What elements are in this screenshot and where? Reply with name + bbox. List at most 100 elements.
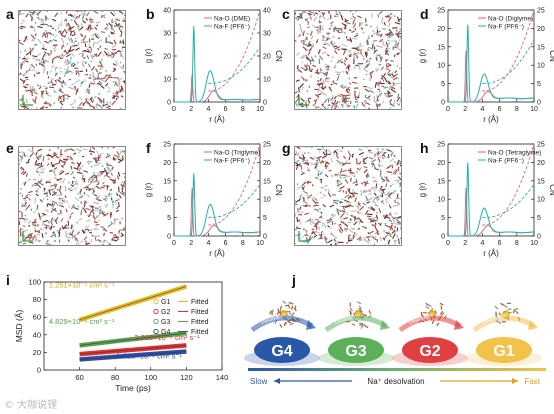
solvent-molecule [514, 307, 519, 311]
molecule-bond [117, 77, 123, 82]
atom [353, 105, 356, 108]
molecule-bond [82, 35, 87, 41]
molecule-bond [111, 166, 114, 170]
molecule-bond [296, 216, 299, 223]
molecule-bond [92, 72, 95, 78]
molecule-bond [47, 53, 51, 56]
molecule-bond [371, 162, 375, 166]
molecule-bond [339, 201, 342, 204]
molecule-bond [123, 150, 125, 153]
molecule-bond [351, 81, 358, 84]
panel-label-h: h [420, 140, 429, 156]
molecule-bond [363, 169, 368, 174]
molecule-bond [105, 155, 110, 159]
molecule-bond [111, 237, 114, 240]
molecule-bond [352, 15, 357, 20]
molecule-bond [107, 105, 111, 108]
molecule-bond [377, 222, 381, 226]
x-tick-label: 2 [189, 106, 193, 113]
solvent-molecule [289, 322, 294, 326]
molecule-bond [86, 88, 89, 91]
atom [378, 105, 381, 108]
molecule-bond [99, 67, 102, 71]
molecule-bond [120, 180, 124, 184]
molecule-bond [376, 30, 381, 34]
molecule-bond [344, 57, 348, 61]
molecule-bond [79, 192, 82, 196]
molecule-bond [38, 165, 44, 169]
plot-frame [43, 281, 223, 371]
molecule-bond [36, 53, 42, 57]
molecule-bond [112, 81, 118, 83]
atom [320, 172, 323, 175]
atom [297, 159, 300, 162]
molecule-bond [25, 51, 31, 56]
molecule-bond [304, 68, 309, 72]
molecule-bond [308, 12, 312, 16]
molecule-bond [100, 14, 103, 19]
molecule-bond [100, 31, 106, 34]
atom [97, 104, 100, 107]
molecule-bond [379, 175, 384, 180]
molecule-bond [388, 219, 393, 223]
atom [329, 217, 332, 220]
molecule-bond [308, 40, 311, 46]
molecule-bond [312, 104, 315, 107]
legend-label-g3: G3 [161, 319, 170, 326]
molecule-bond [89, 150, 95, 153]
md-snapshot-triglyme [18, 146, 126, 246]
molecule-bond [343, 155, 346, 159]
molecule-bond [111, 100, 116, 106]
molecule-bond [339, 93, 346, 97]
molecule-bond [306, 44, 312, 47]
molecule-bond [306, 219, 310, 222]
molecule-bond [73, 167, 78, 170]
molecule-bond [345, 212, 349, 216]
molecule-bond [37, 16, 40, 20]
molecule-bond [374, 226, 379, 233]
molecule-bond [362, 189, 367, 194]
atom [80, 196, 82, 199]
atom [108, 35, 111, 38]
molecule-bond [28, 190, 33, 194]
molecule-bond [373, 192, 377, 196]
atom [331, 24, 333, 27]
molecule-bond [26, 70, 28, 73]
molecule-bond [91, 209, 95, 215]
molecule-bond [310, 162, 312, 166]
molecule-bond [89, 147, 92, 150]
desolvation-arrow [398, 315, 462, 333]
molecule-bond [322, 222, 327, 227]
molecule-bond [66, 53, 71, 58]
y2-axis-label: CN [274, 50, 282, 62]
atom [100, 106, 103, 109]
molecule-bond [122, 172, 125, 175]
molecule-bond [53, 176, 58, 180]
molecule-bond [345, 96, 348, 102]
molecule-bond [67, 239, 70, 243]
molecule-bond [55, 156, 59, 158]
y-tick-label: 15 [437, 178, 445, 185]
molecule-bond [368, 157, 374, 160]
molecule-bond [392, 44, 397, 48]
molecule-bond [36, 162, 41, 165]
molecule-bond [363, 166, 368, 169]
molecule-bond [387, 90, 390, 97]
molecule-bond [28, 198, 31, 201]
molecule-bond [357, 15, 362, 19]
atom [388, 34, 391, 37]
x-tick-label: 6 [224, 240, 228, 247]
molecule-bond [51, 154, 56, 159]
molecule-bond [29, 241, 34, 244]
atom [379, 39, 382, 42]
molecule-bond [45, 181, 50, 184]
molecule-bond [109, 188, 113, 192]
molecule-bond [307, 20, 310, 24]
molecule-bond [371, 43, 374, 49]
molecule-bond [34, 184, 39, 187]
molecule-bond [325, 71, 329, 77]
molecule-bond [116, 151, 120, 156]
atom [36, 167, 39, 170]
molecule-bond [41, 31, 45, 38]
molecule-bond [300, 165, 303, 170]
